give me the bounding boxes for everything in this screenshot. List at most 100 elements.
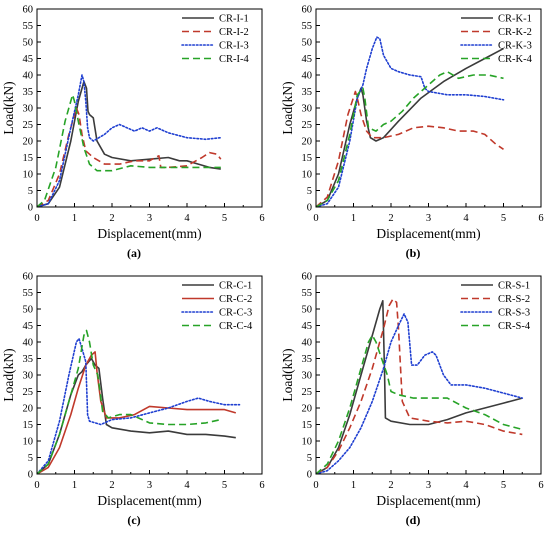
legend-entry: CR-S-2 (498, 294, 530, 305)
y-tick-label: 25 (302, 387, 313, 398)
x-tick-label: 6 (538, 480, 543, 491)
y-tick-label: 30 (302, 371, 313, 382)
x-tick-label: 0 (34, 213, 39, 224)
y-tick-label: 5 (28, 453, 33, 464)
y-tick-label: 60 (302, 272, 313, 283)
x-tick-label: 0 (34, 480, 39, 491)
series-line-cr-i-3 (37, 74, 222, 207)
series-line-cr-i-1 (37, 80, 221, 207)
y-tick-label: 60 (302, 5, 313, 16)
y-axis-label: Load(kN) (1, 81, 16, 134)
y-tick-label: 40 (23, 71, 34, 82)
series-line-cr-i-2 (37, 107, 222, 207)
x-tick-label: 6 (259, 480, 264, 491)
y-tick-label: 20 (23, 137, 34, 148)
x-tick-label: 5 (501, 480, 506, 491)
x-tick-label: 3 (147, 480, 152, 491)
y-tick-label: 35 (302, 87, 313, 98)
x-tick-label: 2 (109, 213, 114, 224)
series-line-cr-c-1 (37, 357, 236, 474)
y-tick-label: 40 (302, 338, 313, 349)
series-line-cr-s-2 (316, 298, 523, 474)
y-tick-label: 60 (23, 272, 34, 283)
x-tick-label: 4 (463, 213, 469, 224)
panel-caption: (a) (127, 246, 141, 260)
y-tick-label: 50 (302, 305, 313, 316)
y-tick-label: 10 (302, 170, 313, 181)
x-tick-label: 3 (147, 213, 152, 224)
y-tick-label: 50 (23, 38, 34, 49)
x-tick-label: 2 (109, 480, 114, 491)
x-axis-label: Displacement(mm) (97, 226, 201, 241)
legend-entry: CR-K-1 (498, 14, 532, 25)
legend-entry: CR-I-2 (219, 27, 249, 38)
y-tick-label: 55 (302, 21, 313, 32)
y-tick-label: 50 (302, 38, 313, 49)
series-line-cr-c-2 (37, 351, 237, 474)
y-tick-label: 50 (23, 305, 34, 316)
y-tick-label: 10 (23, 437, 34, 448)
legend: CR-K-1 CR-K-2 CR-K-3 CR-K-4 (460, 14, 533, 65)
y-tick-label: 45 (23, 54, 34, 65)
plot-frame (315, 275, 542, 475)
x-tick-label: 0 (313, 480, 318, 491)
legend-entry: CR-C-3 (219, 308, 252, 319)
legend-entry: CR-C-1 (219, 281, 252, 292)
plot-frame (315, 8, 542, 208)
y-tick-label: 55 (302, 288, 313, 299)
x-tick-label: 5 (222, 213, 227, 224)
y-axis-label: Load(kN) (1, 348, 16, 401)
y-tick-label: 40 (23, 338, 34, 349)
panel-caption: (d) (406, 513, 421, 527)
legend-entry: CR-K-3 (498, 41, 532, 52)
y-tick-label: 15 (302, 420, 313, 431)
legend: CR-I-1 CR-I-2 CR-I-3 CR-I-4 (181, 14, 249, 65)
legend-entry: CR-S-3 (498, 308, 530, 319)
x-tick-label: 5 (222, 480, 227, 491)
y-tick-label: 5 (307, 186, 312, 197)
x-tick-label: 6 (538, 213, 543, 224)
series-line-cr-k-3 (316, 36, 505, 207)
legend-entry: CR-K-2 (498, 27, 532, 38)
series-line-cr-k-4 (316, 70, 504, 207)
x-tick-label: 3 (426, 213, 431, 224)
y-tick-label: 20 (23, 404, 34, 415)
x-tick-label: 0 (313, 213, 318, 224)
x-tick-label: 4 (184, 480, 190, 491)
y-axis-label: Load(kN) (280, 348, 295, 401)
series-line-cr-c-4 (37, 329, 221, 474)
legend: CR-C-1 CR-C-2 CR-C-3 CR-C-4 (181, 281, 253, 332)
series-group (316, 36, 505, 207)
series-group (37, 74, 222, 207)
x-tick-label: 3 (426, 480, 431, 491)
y-tick-label: 20 (302, 137, 313, 148)
legend-entry: CR-C-2 (219, 294, 252, 305)
y-tick-label: 10 (23, 170, 34, 181)
x-tick-label: 4 (184, 213, 190, 224)
y-tick-label: 35 (23, 354, 34, 365)
y-tick-label: 45 (23, 321, 34, 332)
legend-entry: CR-K-4 (498, 54, 533, 65)
y-tick-label: 10 (302, 437, 313, 448)
y-tick-label: 0 (307, 470, 312, 481)
y-tick-label: 45 (302, 321, 313, 332)
y-tick-label: 15 (23, 153, 34, 164)
x-tick-label: 1 (72, 213, 77, 224)
x-tick-label: 2 (388, 213, 393, 224)
y-tick-label: 5 (307, 453, 312, 464)
y-tick-label: 40 (302, 71, 313, 82)
plot-frame (36, 275, 263, 475)
y-tick-label: 25 (302, 120, 313, 131)
y-tick-label: 0 (28, 470, 33, 481)
y-tick-label: 55 (23, 288, 34, 299)
y-tick-label: 15 (302, 153, 313, 164)
y-tick-label: 60 (23, 5, 34, 16)
y-tick-label: 30 (23, 104, 34, 115)
y-tick-label: 5 (28, 186, 33, 197)
x-tick-label: 1 (351, 480, 356, 491)
y-tick-label: 20 (302, 404, 313, 415)
series-line-cr-i-4 (37, 94, 221, 207)
chart-panel-4: 0 1 2 3 4 5 6051015202530354045505560Displacem… (280, 272, 544, 528)
chart-panel-2: 0 1 2 3 4 5 6051015202530354045505560Displacem… (280, 5, 544, 261)
